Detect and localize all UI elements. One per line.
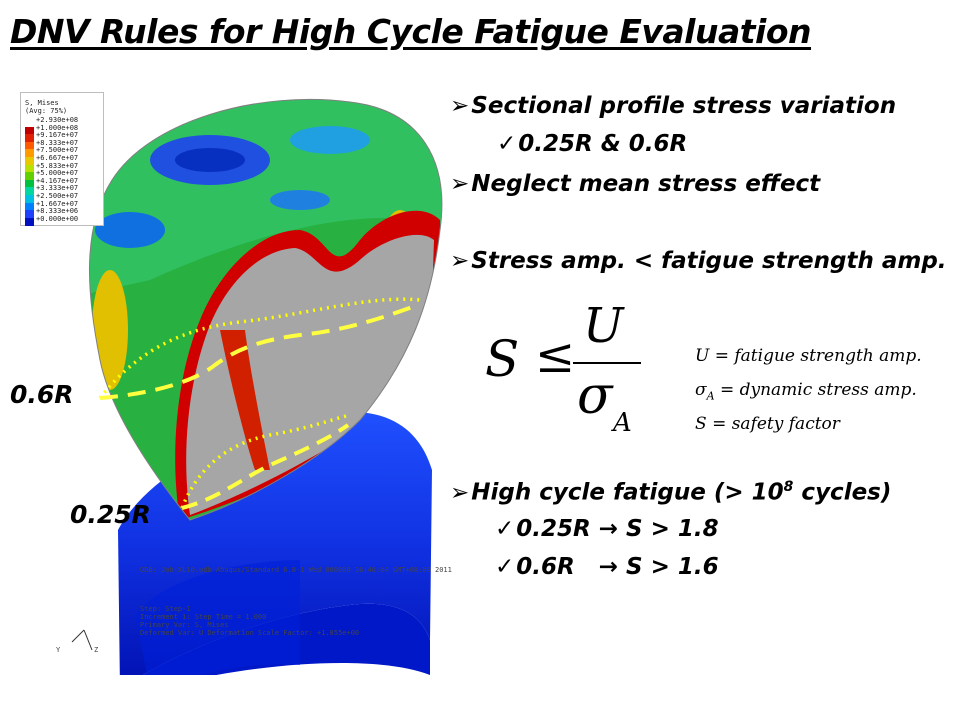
slide-title: DNV Rules for High Cycle Fatigue Evaluat… — [10, 12, 812, 51]
legend-swatch — [25, 134, 34, 143]
legend-value: +5.833e+07 — [36, 161, 79, 170]
legend-value: +1.000e+08 — [36, 123, 79, 132]
formula-relation: ≤ — [535, 328, 576, 384]
stress-legend: S, Mises (Avg: 75%) +2.930e+08 +1.000e+08… — [20, 92, 104, 226]
bullet-sectional-profile: ➢Sectional profile stress variation — [450, 93, 897, 119]
legend-swatch — [25, 217, 34, 226]
check-icon: ✓ — [495, 554, 515, 580]
deformed-var-info: Deformed Var: U Deformation Scale Factor… — [140, 629, 360, 637]
label-06r: 0.6R — [10, 380, 74, 409]
legend-value: +2.500e+07 — [36, 192, 79, 200]
check-icon: ✓ — [497, 131, 517, 157]
arrow-bullet-icon: ➢ — [450, 171, 470, 197]
increment-info: Increment 1: Step Time = 1.000 — [140, 613, 267, 621]
legend-swatch — [25, 164, 34, 173]
legend-swatch — [25, 141, 34, 150]
sub-bullet-06r: ✓0.6R → S > 1.6 — [495, 554, 719, 580]
bullet-high-cycle: ➢High cycle fatigue (> 108 cycles) — [450, 479, 892, 506]
blade-surface — [89, 99, 442, 521]
fraction-bar — [573, 362, 641, 364]
def-s: S = safety factor — [695, 414, 840, 434]
legend-value: +4.167e+07 — [36, 176, 79, 185]
axis-z-label: Z — [94, 646, 99, 654]
legend-value: +1.667e+07 — [36, 199, 79, 208]
section-line-025r-yellow-dashed — [181, 423, 350, 510]
legend-swatch — [25, 202, 34, 211]
legend-value: +8.333e+06 — [36, 207, 79, 216]
label-025r: 0.25R — [70, 500, 151, 529]
legend-value: +3.333e+07 — [36, 184, 79, 193]
legend-swatch — [25, 157, 34, 165]
legend-value: +8.333e+07 — [36, 138, 79, 147]
legend-swatch — [25, 210, 34, 219]
legend-value: +7.500e+07 — [36, 146, 79, 155]
sub-bullet-sections: ✓0.25R & 0.6R — [497, 131, 688, 157]
legend-swatch — [25, 172, 34, 181]
legend-swatch — [25, 119, 34, 127]
legend-value: +5.000e+07 — [36, 169, 79, 178]
legend-value: +2.930e+08 — [36, 116, 79, 124]
arrow-bullet-icon: ➢ — [450, 248, 470, 274]
axis-y-label: Y — [56, 646, 61, 654]
legend-swatch — [25, 149, 34, 158]
legend-value: +6.667e+07 — [36, 154, 79, 162]
legend-swatch — [25, 179, 34, 188]
section-line-06r-yellow-dashed — [99, 303, 419, 400]
section-line-025r-yellow-dotted — [180, 413, 351, 509]
def-sigma: σA = dynamic stress amp. — [695, 380, 917, 403]
check-icon: ✓ — [495, 516, 515, 542]
legend-swatch — [25, 126, 34, 135]
safety-factor-formula: S ≤ U σ A U = fatigue strength amp. σA =… — [485, 298, 955, 450]
arrow-bullet-icon: ➢ — [450, 479, 470, 506]
fea-stress-plot — [71, 98, 443, 675]
arrow-bullet-icon: ➢ — [450, 93, 470, 119]
step-info: Step: Step-1 — [140, 605, 191, 613]
legend-value: +0.000e+00 — [36, 214, 79, 223]
bullet-mean-stress: ➢Neglect mean stress effect — [450, 171, 821, 197]
formula-numerator: U — [583, 298, 624, 354]
bullet-stress-amp: ➢Stress amp. < fatigue strength amp. — [450, 248, 947, 274]
legend-title: S, Mises (Avg: 75%) — [25, 99, 68, 115]
primary-var-info: Primary Var: S, Mises — [140, 621, 229, 629]
legend-swatch — [25, 187, 34, 196]
sub-bullet-025r: ✓0.25R → S > 1.8 — [495, 516, 719, 542]
legend-value: +9.167e+07 — [36, 131, 79, 140]
odb-info: ODB: Job-XL10.odb Abaqus/Standard 6.8-1 … — [140, 566, 452, 574]
formula-denominator: σ — [577, 366, 613, 426]
formula-denominator-sub: A — [613, 408, 632, 438]
legend-swatch — [25, 195, 34, 203]
axis-triad — [71, 629, 93, 651]
def-u: U = fatigue strength amp. — [695, 346, 922, 366]
formula-lhs: S — [485, 330, 520, 388]
